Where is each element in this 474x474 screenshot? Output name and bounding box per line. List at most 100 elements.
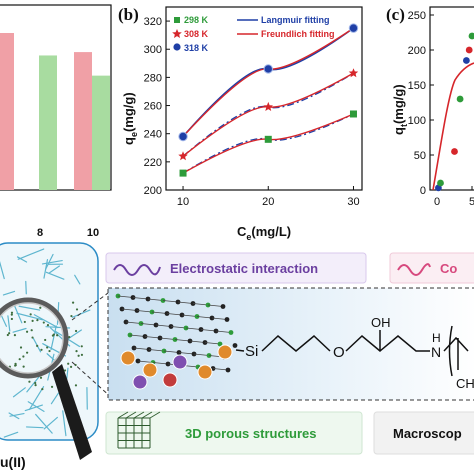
fiber [8,412,20,420]
co-banner [389,252,474,284]
legend-marker-308 [172,29,182,38]
legend-marker-298 [174,17,180,23]
fiber [50,325,57,351]
co-wave-icon [397,263,431,276]
panel-b-ytick-label: 240 [144,129,162,141]
panel-c-ytick-label: 100 [408,115,426,127]
cube-grid-line [133,411,145,419]
polymer-bracket [448,325,453,377]
sheet-bond [148,349,165,352]
sheet-bond [193,353,210,356]
point-308k [348,68,359,78]
particle [77,354,80,357]
particle [40,348,43,351]
panel-b-ytick-label: 260 [144,101,162,113]
panel-b-xtick-label: 10 [177,196,189,208]
panel-b-langmuir-curve [182,113,354,174]
si-atom-label: Si [245,343,258,360]
structure-band [108,288,474,400]
particle [31,336,34,339]
sheet-si-bond [235,349,245,352]
fiber [45,271,65,280]
cu-label: u(II) [0,454,26,470]
panel-b-plot-frame [165,6,363,191]
sheet-bond [215,330,232,333]
particle [13,334,17,337]
particle [67,362,70,365]
h-label: H [432,331,441,345]
adsorbed-ion [132,374,148,390]
panel-b-freundlich-curve [182,27,354,137]
particle [42,321,45,324]
legend-label-298: 298 K [184,15,209,25]
sheet-bond [192,303,209,306]
particle [48,349,51,353]
porous-cube-icon [117,411,161,449]
particle [28,380,31,383]
fiber [0,311,7,327]
sheet-bond [136,310,153,313]
point-308k [263,101,273,111]
point-298k [264,135,272,143]
sheet-bond [133,347,150,350]
fiber [12,387,26,398]
sheet-bond [174,339,191,342]
particle [34,381,37,385]
n-label: N [431,344,441,360]
panel-b-axes: 200 220 240 260 280 300 320 10 20 30 [144,16,360,208]
cube-grid-line [125,411,137,419]
particle [8,332,11,335]
particle [26,351,29,354]
particle [41,388,44,391]
panel-b-freundlich-curve [182,113,354,174]
porous-banner [105,411,363,455]
polymer-chain [443,336,469,370]
electrostatic-banner [105,252,367,284]
fiber [3,431,19,438]
panel-c-ytick-label: 150 [408,80,426,92]
adsorbed-ion [217,344,233,360]
panel-b-xtick-label: 30 [347,196,359,208]
particle [75,350,78,353]
sheet-bond [166,313,183,316]
sheet-bond [185,327,202,330]
particle [44,338,47,342]
fiber [45,253,54,270]
panel-b-label: (b) [118,5,139,24]
panel-c-ytick-label: 50 [414,150,426,162]
panel-c-ytick-label: 0 [420,185,426,197]
fiber [16,256,28,263]
glycerol-chain [345,334,430,352]
magnifier-lens [0,297,69,379]
particle [14,362,17,365]
sheet-bond [155,324,172,327]
adsorbed-ion [197,364,213,380]
fiber-network-illustration [0,248,91,438]
fiber [18,305,41,311]
zoom-connector-top [71,289,113,321]
porous-label: 3D porous structures [185,426,316,441]
fiber [71,309,91,318]
panel-c-xtick-label: 5 [469,196,474,208]
particle [18,358,21,361]
panel-b-ylabel: qe(mg/g) [121,92,139,145]
panel-c-ytick-label: 200 [408,45,426,57]
sheet-bond [144,336,161,339]
panel-a-bar [92,75,110,190]
cube-grid-line [117,411,129,419]
particle [25,330,29,333]
particle [10,311,14,314]
sheet-bond [207,304,224,307]
panel-c-point [463,57,470,64]
ether-o-label: O [333,344,345,361]
point-318k [348,23,359,33]
sheet-bond [159,337,176,340]
panel-b-legend: 298 K 308 K 318 K Langmuir fitting Freun… [172,15,335,53]
fiber [25,280,27,295]
fiber [2,290,16,296]
panel-a-bar [74,52,92,190]
panel-c-axes: 0 50 100 150 200 250 0 5 [408,10,474,208]
fiber [41,259,63,265]
particle [46,324,50,327]
